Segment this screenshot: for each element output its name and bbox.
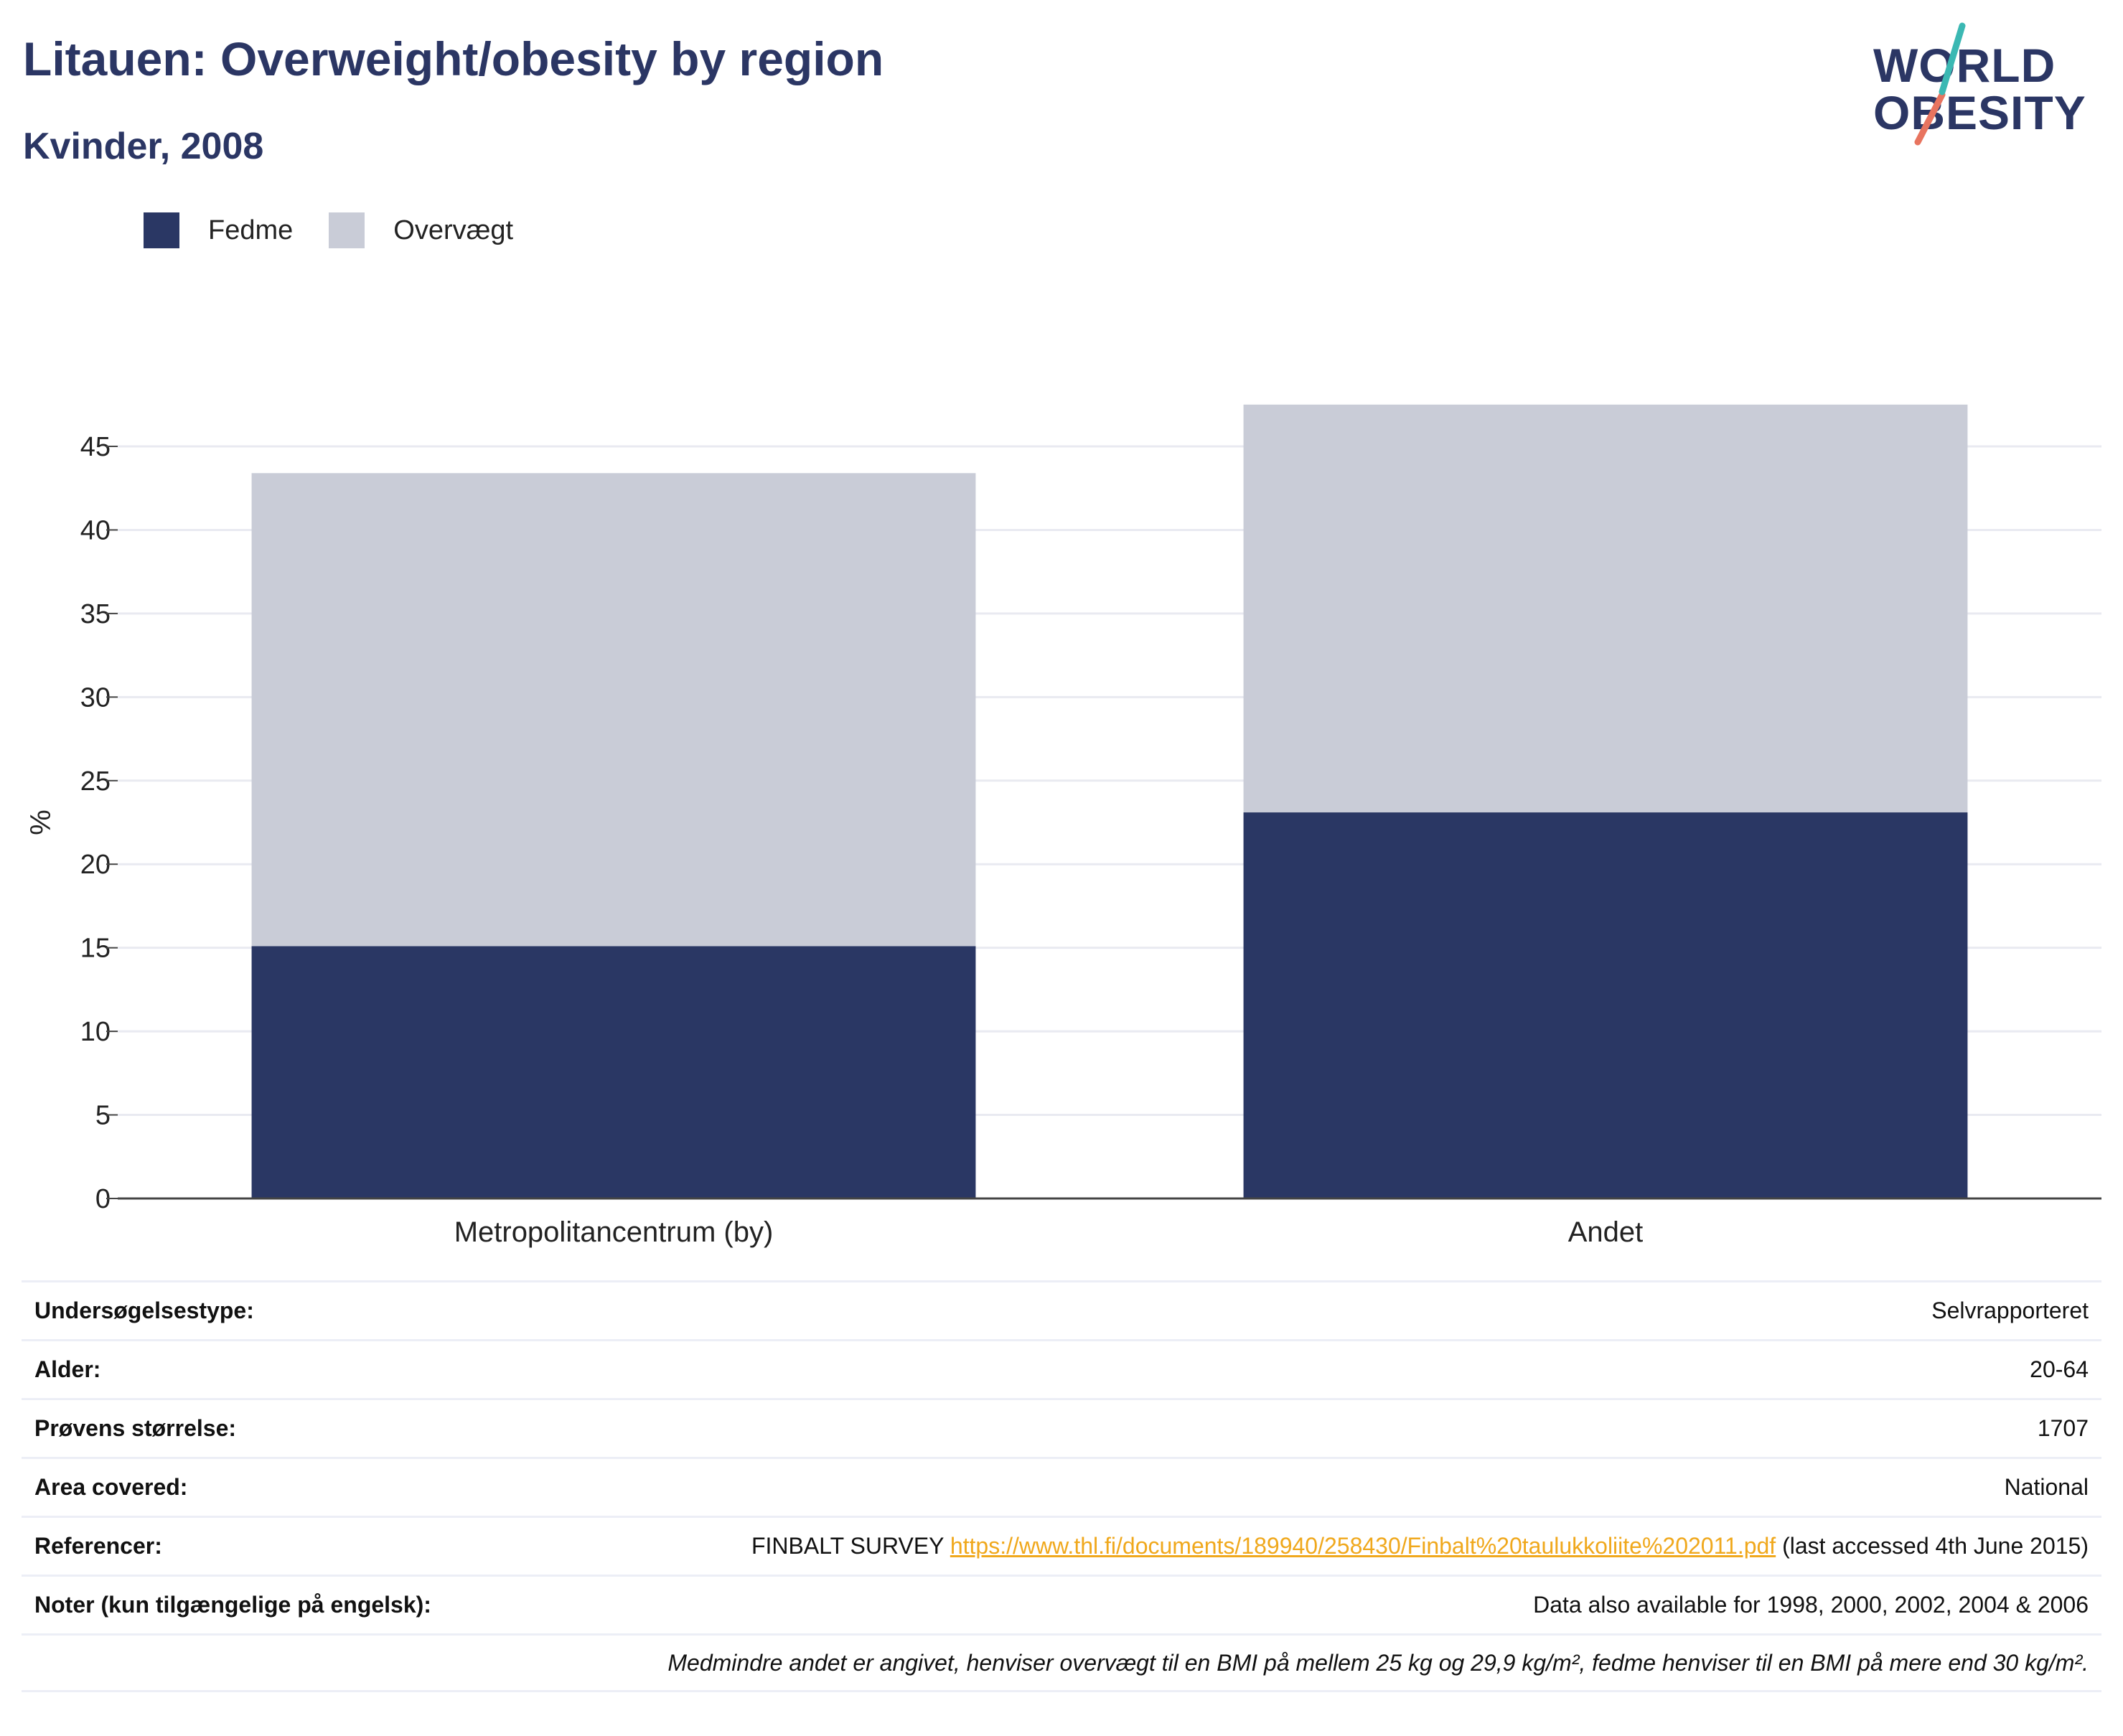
legend-swatch-fedme [144,212,179,248]
survey-type-value: Selvrapporteret [1931,1298,2089,1323]
area-covered-value: National [2004,1474,2089,1500]
info-row-survey-type: Undersøgelsestype: Selvrapporteret [22,1280,2101,1339]
y-tick-label: 0 [95,1184,111,1214]
y-tick-label: 20 [80,850,111,880]
bar-overvaegt [1243,404,1968,813]
age-value: 20-64 [2030,1356,2089,1382]
area-covered-label: Area covered: [34,1474,188,1500]
chart-title: Litauen: Overweight/obesity by region [23,32,884,85]
bar-overvaegt [251,473,976,947]
chart-subtitle: Kvinder, 2008 [23,126,264,167]
y-tick-label: 25 [80,766,111,797]
logo-line-1: WORLD [1873,39,2056,92]
bar-fedme [1243,812,1968,1198]
x-tick-label: Metropolitancentrum (by) [454,1216,774,1248]
legend-item-fedme[interactable]: Fedme [144,212,293,248]
y-tick-label: 45 [80,432,111,462]
y-tick-label: 15 [80,934,111,964]
logo-slash-icon [1914,22,1966,146]
legend-swatch-overvaegt [329,212,365,248]
world-obesity-logo[interactable]: WORLD OBESITY [1873,20,2110,149]
y-tick-label: 30 [80,682,111,713]
survey-type-label: Undersøgelsestype: [34,1298,254,1323]
references-value: FINBALT SURVEY https://www.thl.fi/docume… [751,1533,2089,1559]
info-row-age: Alder: 20-64 [22,1339,2101,1398]
chart-legend: Fedme Overvægt [144,212,549,248]
bar-chart: 0 5 10 15 20 25 30 35 40 45% Metropolitancentrum (… [25,404,2101,1248]
references-suffix: (last accessed 4th June 2015) [1776,1533,2089,1559]
legend-label-fedme: Fedme [208,215,294,245]
sample-size-label: Prøvens størrelse: [34,1415,237,1441]
logo-line-2: OBESITY [1873,86,2086,139]
y-tick-label: 5 [95,1101,111,1131]
y-axis-label: % [25,810,57,835]
notes-value: Data also available for 1998, 2000, 2002… [1533,1592,2089,1618]
reference-link[interactable]: https://www.thl.fi/documents/189940/2584… [950,1533,1776,1559]
survey-info-table: Undersøgelsestype: Selvrapporteret Alder… [22,1280,2101,1692]
y-tick-label: 40 [80,515,111,545]
y-tick-label: 10 [80,1017,111,1047]
bars-layer [251,404,1968,1198]
axis-layer: 0 5 10 15 20 25 30 35 40 45% Metropolitancentrum (… [25,432,2101,1248]
references-label: Referencer: [34,1533,162,1559]
info-row-area-covered: Area covered: National [22,1457,2101,1516]
notes-label: Noter (kun tilgængelige på engelsk): [34,1592,431,1618]
bar-fedme [251,946,976,1198]
x-tick-label: Andet [1568,1216,1644,1248]
y-tick-label: 35 [80,599,111,629]
info-row-footnote: Medmindre andet er angivet, henviser ove… [22,1633,2101,1692]
bmi-footnote: Medmindre andet er angivet, henviser ove… [667,1649,2089,1676]
info-row-references: Referencer: FINBALT SURVEY https://www.t… [22,1516,2101,1575]
legend-label-overvaegt: Overvægt [393,215,514,245]
sample-size-value: 1707 [2037,1415,2089,1441]
info-row-notes: Noter (kun tilgængelige på engelsk): Dat… [22,1575,2101,1633]
info-row-sample-size: Prøvens størrelse: 1707 [22,1398,2101,1457]
references-prefix: FINBALT SURVEY [751,1533,950,1559]
legend-item-overvaegt[interactable]: Overvægt [329,212,513,248]
age-label: Alder: [34,1356,101,1382]
